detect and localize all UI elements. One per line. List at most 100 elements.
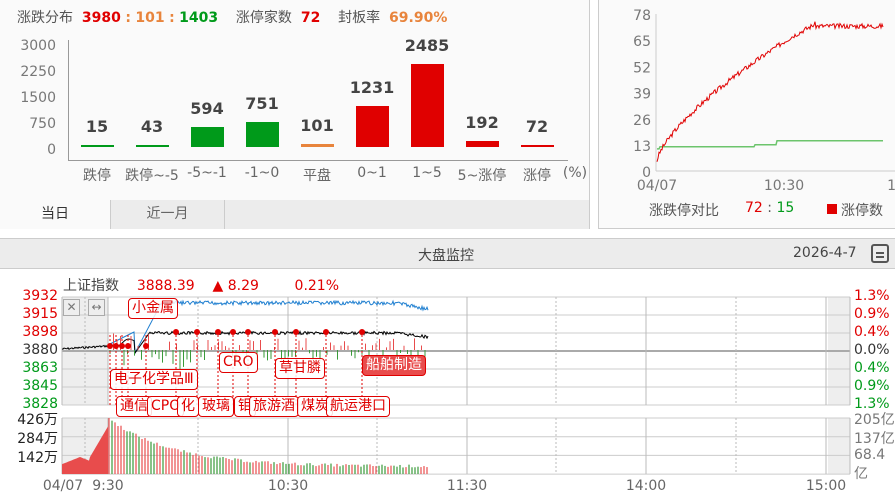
sector-tag[interactable]: 旅游酒 [249,396,299,417]
limit-up-count: 72 [300,10,321,26]
price-tick: 3880 [22,342,58,358]
close-icon[interactable]: ✕ [63,299,80,316]
x-tick: 10:30 [764,178,804,194]
bar-category: 1~5 [412,165,442,181]
bar-value: 2485 [404,36,450,56]
post-vol-area [828,418,850,474]
bar [521,144,554,147]
pct-tick: 0.9% [854,378,890,394]
tag-marker [359,329,365,335]
pct-tick: 1.3% [854,396,890,412]
bar [466,140,499,147]
tab-month[interactable]: 近一月 [111,200,225,229]
x-tick: 04/07 [637,178,677,194]
sector-tag[interactable]: 小金属 [128,298,178,319]
index-price: 3888.39 [136,278,195,294]
time-tick: 9:30 [92,478,124,494]
limit-compare-chart: 78 65 52 39 26 13 004/07 10:30 1 [633,8,895,194]
bar-value: 1231 [349,77,395,97]
legend-label: 涨停数 [841,203,883,219]
bar-value: 101 [300,115,334,135]
sector-tag[interactable]: 船舶制造 [362,355,426,376]
sep: : [125,10,131,26]
compare-up: 72 [745,200,763,216]
sep: : [169,10,175,26]
date-label[interactable]: 2026-4-7 [793,245,857,261]
tag-marker [245,329,251,335]
pct-tick: 1.3% [854,288,890,304]
monitor-title: 大盘监控 [418,248,474,264]
calendar-icon[interactable] [871,244,889,263]
sector-tag[interactable]: 航运港口 [326,396,390,417]
y-tick: 2250 [20,64,56,80]
tag-marker [293,329,299,335]
bar [81,145,114,147]
amount-tick: 205亿 [854,412,895,428]
pre-market-line [61,344,109,350]
distribution-header: 涨跌分布 3980 : 101 : 1403 涨停家数 72 封板率 69.90… [17,7,447,27]
sector-tag[interactable]: 草甘膦 [275,358,325,379]
bar-category: 跌停~-5 [125,168,179,184]
tag-marker [215,329,221,335]
sep: : [767,200,772,216]
bar [411,64,444,147]
tag-marker [143,343,149,349]
y-tick: 39 [633,87,651,103]
sector-tag[interactable]: 煤炭 [297,396,333,417]
pre-volume-area [62,426,108,474]
up-arrow-icon: ▲ [212,278,224,294]
bar-value: 15 [85,117,109,136]
pct-tick: 0.0% [854,342,890,358]
vol-tick: 142万 [17,450,58,466]
tag-marker [272,329,278,335]
sector-tag[interactable]: 电子化学品Ⅲ [110,369,198,390]
bar [301,143,334,147]
bar-value: 751 [245,93,279,113]
tab-today[interactable]: 当日 [0,200,111,229]
y-tick: 13 [633,139,651,155]
price-tick: 3828 [22,396,58,412]
index-info: 上证指数 3888.39 ▲ 8.29 0.21% [63,275,339,295]
bar-value: 192 [465,112,499,132]
expand-horizontal-icon[interactable]: ↔ [88,299,105,316]
seal-rate: 69.90% [389,10,448,26]
limit-up-label: 涨停家数 [235,10,292,26]
y-tick: 3000 [20,38,56,54]
tag-marker [107,343,113,349]
vol-tick: 426万 [17,412,58,428]
bar-value: 43 [140,117,164,136]
distribution-panel: 涨跌分布 3980 : 101 : 1403 涨停家数 72 封板率 69.90… [0,0,590,229]
up-count: 3980 [81,10,121,26]
limit-compare-panel: 78 65 52 39 26 13 0 04/07 10:30 1 涨跌停对比 72 : 15 涨… [598,0,895,229]
y-tick: 0 [47,142,56,158]
y-tick: 65 [633,34,651,50]
tag-marker [125,343,131,349]
bar-category: 5~涨停 [457,168,507,184]
bar-category: 平盘 [303,168,331,184]
x-axis [68,160,568,161]
y-tick: 1500 [20,90,56,106]
seal-rate-label: 封板率 [338,10,381,26]
sector-tag[interactable]: 通信 [116,396,152,417]
bar [356,105,389,147]
bar-category: -1~0 [244,165,280,181]
sector-tag[interactable]: 化 [177,396,199,417]
legend-swatch [827,204,837,214]
amount-tick: 68.4亿 [854,447,886,482]
price-tick: 3863 [22,360,58,376]
time-tick: 15:00 [805,478,847,494]
bar-value: 72 [525,116,549,136]
index-change: 8.29 [227,278,259,294]
flat-count: 101 [135,10,165,26]
time-tick: 04/07 [42,478,84,494]
limit-up-line [656,21,884,162]
index-name: 上证指数 [63,278,119,294]
sector-tag[interactable]: CRO [219,352,258,373]
y-tick: 78 [633,8,651,24]
sector-tag[interactable]: 玻璃 [198,396,234,417]
vol-tick: 284万 [17,431,58,447]
index-line [107,330,429,355]
tag-marker [119,343,125,349]
price-tick: 3898 [22,324,58,340]
